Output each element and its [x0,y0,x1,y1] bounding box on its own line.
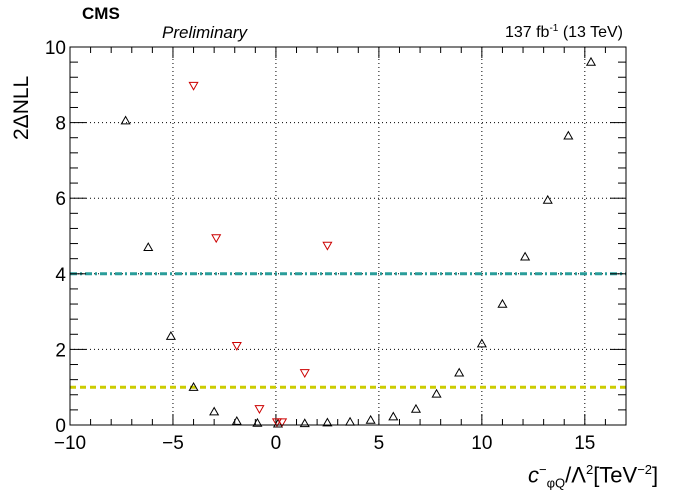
reference-lines [70,272,626,389]
tick-labels: −10 −5 0 5 10 15 0 2 4 6 8 10 [45,38,596,454]
status-label: Preliminary [162,23,248,42]
luminosity-exponent: -1 [549,23,559,34]
data-point-up [299,418,310,428]
data-point-up [476,338,487,348]
experiment-label: CMS [82,4,120,23]
x-tick-label: −10 [54,433,86,454]
data-point-up [188,381,199,391]
grid-lines [70,47,626,425]
data-point-up [231,416,242,425]
data-point-up [454,367,465,377]
x-tick-label: 15 [574,433,595,454]
data-point-down [271,418,283,428]
x-axis-label-unit-close: ] [652,462,659,488]
data-point-down [254,405,265,414]
data-point-up [431,388,442,398]
data-point-up [585,56,597,66]
x-axis-label-c-sup: − [539,462,547,477]
y-tick-label: 0 [55,416,66,437]
y-tick-label: 4 [55,265,66,286]
data-point-up [388,411,399,421]
y-tick-label: 6 [55,189,66,210]
data-point-up [542,194,553,204]
data-point-up [497,298,508,308]
x-tick-label: 10 [471,433,492,454]
x-axis-label-c-sub: φQ [546,475,566,491]
data-point-up [563,130,574,140]
luminosity-energy: (13 TeV) [562,24,623,41]
data-point-up [344,416,356,426]
x-axis-label-lambda: /Λ [565,462,586,488]
y-tick-label: 2 [55,340,66,361]
data-point-up [410,403,422,413]
data-point-down [188,81,199,91]
y-tick-label: 10 [45,38,66,59]
axis-ticks [69,46,627,426]
data-point-down [231,341,242,351]
luminosity-value: 137 fb [504,24,550,41]
data-points [120,56,597,428]
x-axis-label: c−φQ/Λ2[TeV−2] [528,462,658,491]
x-tick-label: −5 [162,433,184,454]
y-tick-label: 8 [55,114,66,135]
data-point-down [299,369,310,379]
data-point-up [252,417,263,427]
luminosity-label: 137 fb-1 (13 TeV) [505,23,623,42]
x-tick-label: 5 [374,433,385,454]
y-axis-label: 2ΔNLL [10,75,33,140]
data-point-down [211,234,222,244]
plot-frame [69,46,627,426]
data-point-up [143,242,154,251]
data-point-down [277,418,288,428]
x-axis-label-unit-sup: −2 [637,462,653,477]
data-point-up [520,251,531,261]
data-point-up [165,330,176,340]
x-axis-label-c: c [528,462,539,488]
x-axis-label-lambda-sup: 2 [585,462,594,477]
data-point-down [322,241,333,251]
data-point-up [322,417,333,427]
x-axis-label-unit: [TeV [593,462,638,488]
x-tick-label: 0 [271,433,282,454]
data-point-up [209,406,220,416]
data-point-up [365,414,376,424]
data-point-up [120,115,131,125]
